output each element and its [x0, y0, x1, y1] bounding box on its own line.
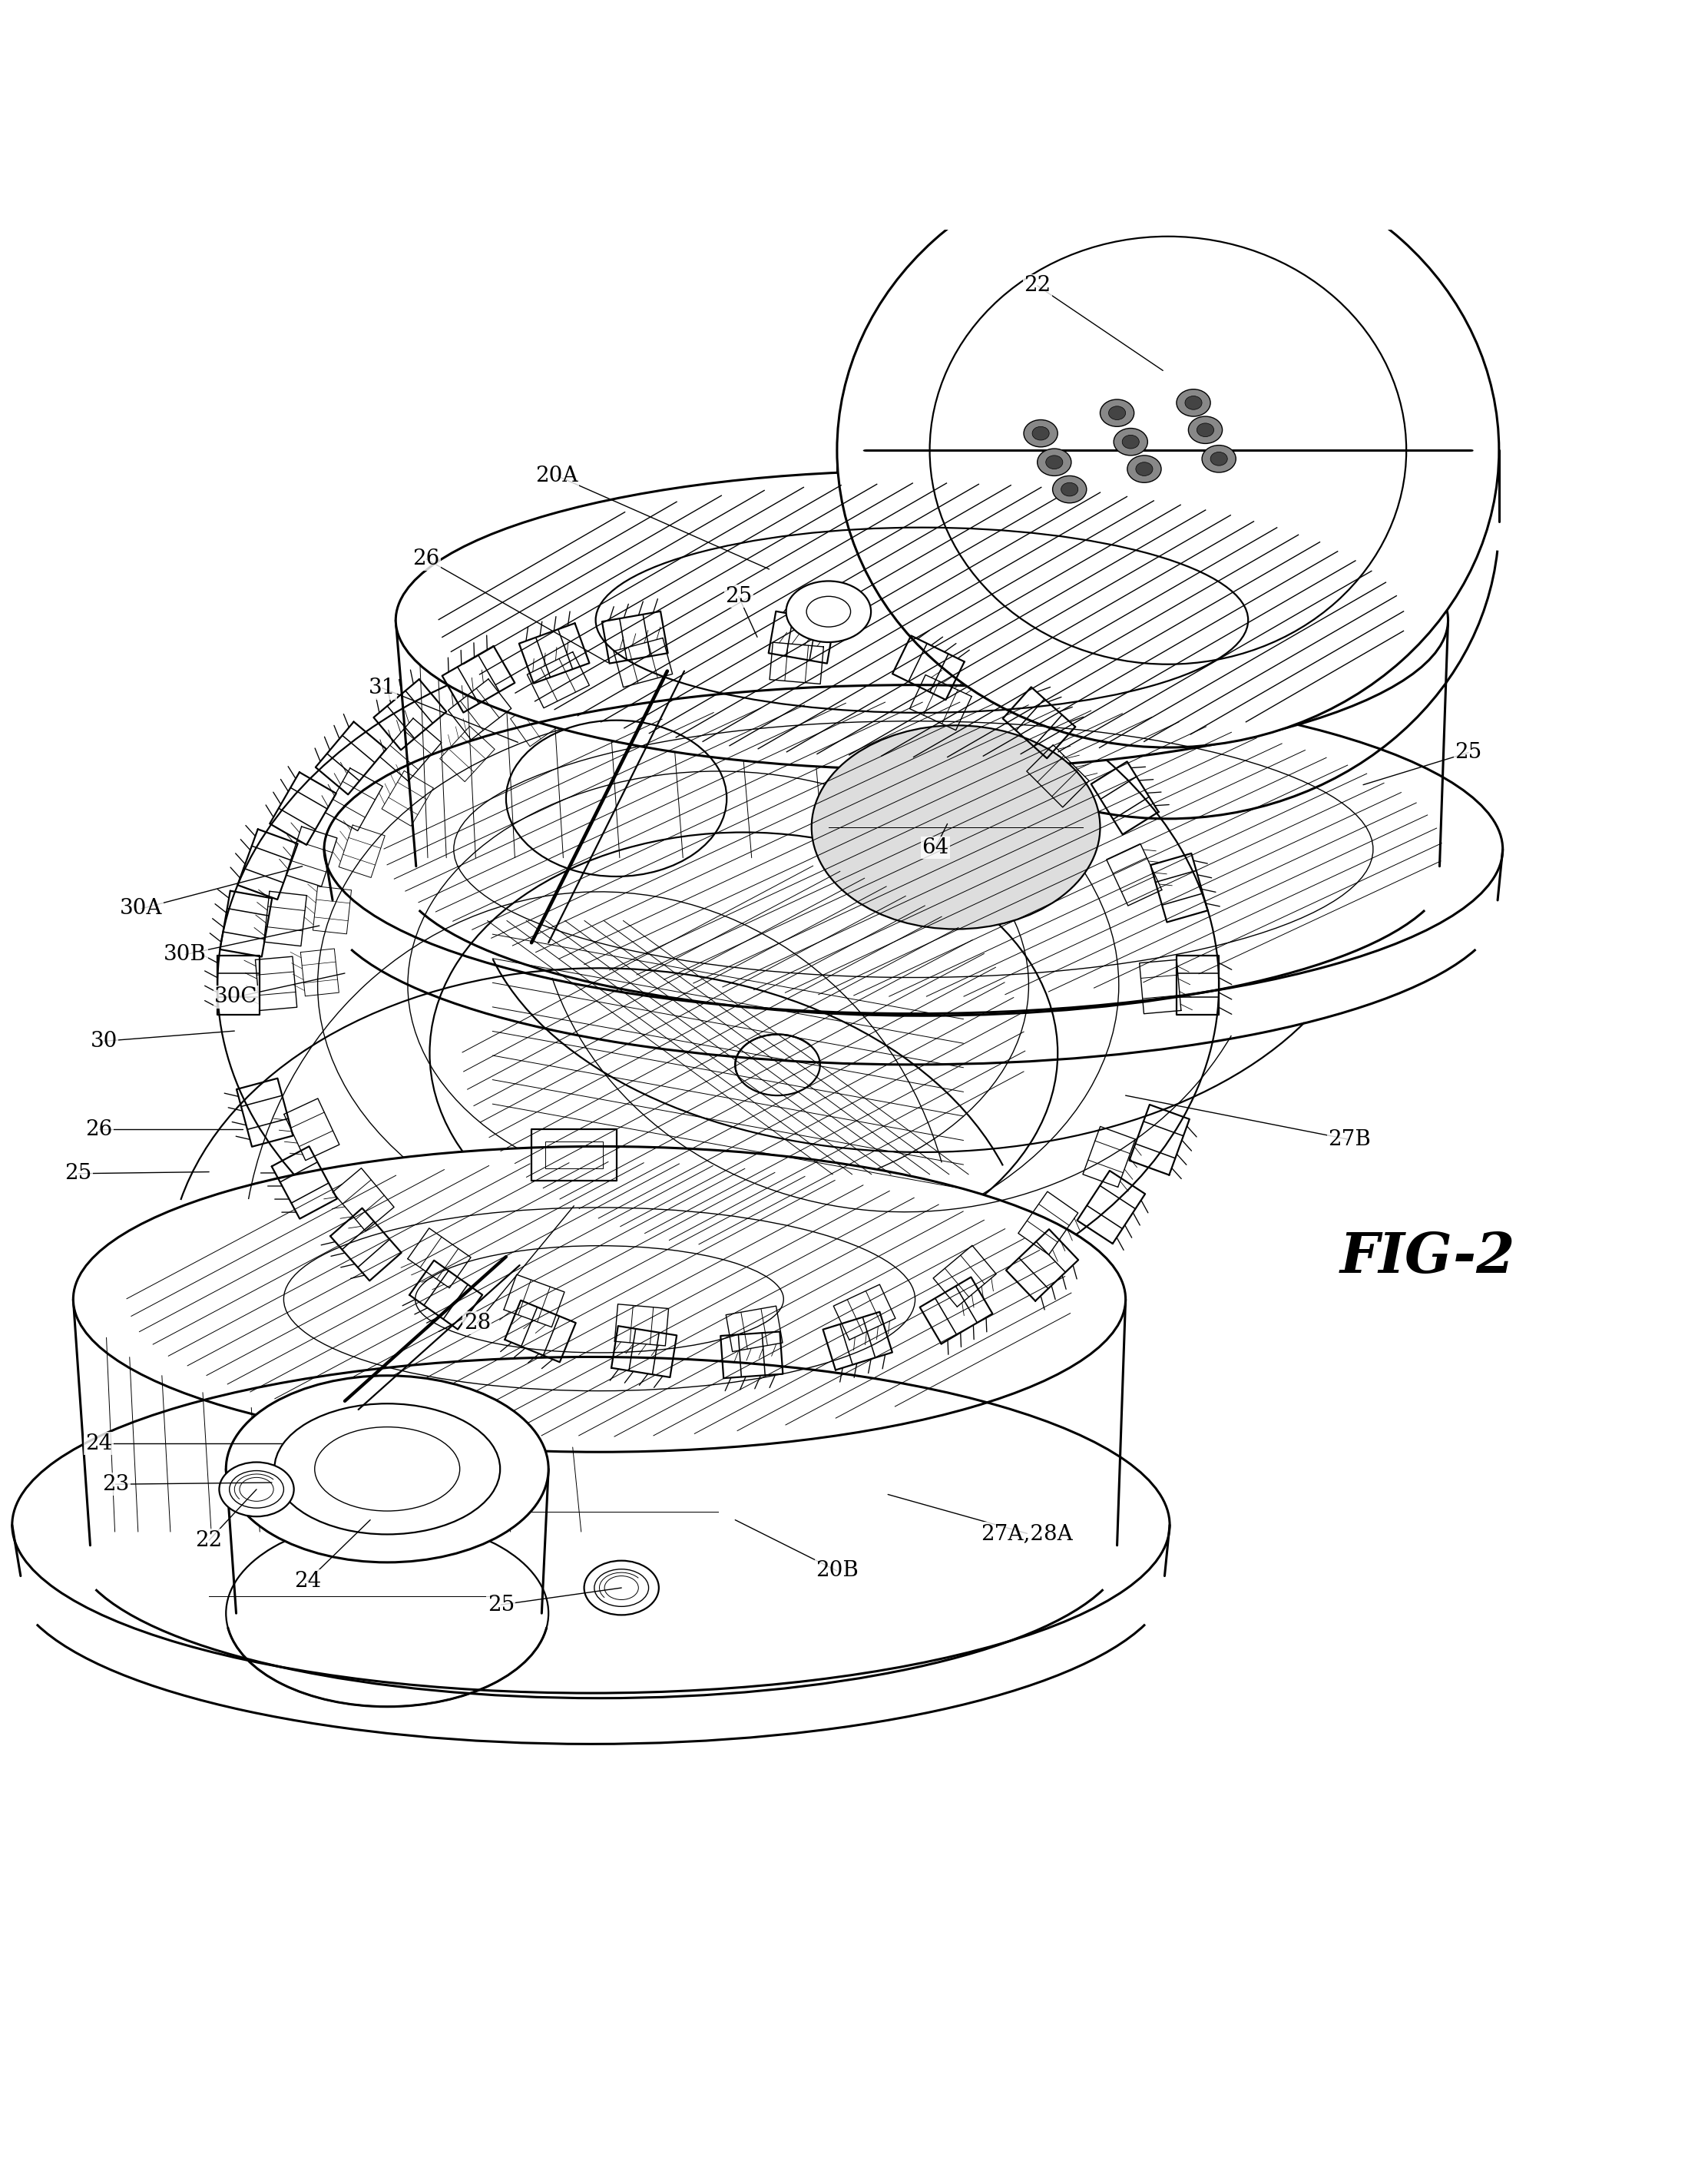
Ellipse shape [1127, 455, 1161, 483]
Text: 30B: 30B [164, 945, 207, 964]
Ellipse shape [1189, 416, 1223, 444]
Text: 26: 26 [85, 1119, 113, 1139]
Ellipse shape [1061, 483, 1078, 496]
Text: 25: 25 [724, 587, 752, 606]
Text: 26: 26 [413, 548, 439, 569]
Ellipse shape [837, 153, 1500, 748]
Text: 27A,28A: 27A,28A [980, 1523, 1073, 1544]
Text: 22: 22 [1023, 276, 1050, 296]
Ellipse shape [1177, 388, 1211, 416]
Ellipse shape [811, 725, 1100, 930]
Ellipse shape [584, 1562, 659, 1616]
Text: 30: 30 [91, 1031, 118, 1050]
Ellipse shape [225, 1376, 548, 1562]
Ellipse shape [1136, 462, 1153, 477]
Text: 27B: 27B [1329, 1130, 1372, 1150]
Text: 30A: 30A [120, 897, 162, 919]
Text: 31: 31 [369, 677, 396, 699]
Text: 25: 25 [65, 1163, 92, 1184]
Ellipse shape [1108, 406, 1126, 421]
Ellipse shape [1023, 421, 1057, 446]
Ellipse shape [1032, 427, 1049, 440]
Ellipse shape [1114, 429, 1148, 455]
Ellipse shape [1037, 449, 1071, 477]
Text: 20B: 20B [816, 1560, 859, 1581]
Ellipse shape [1122, 436, 1139, 449]
Ellipse shape [1197, 423, 1214, 436]
Ellipse shape [1045, 455, 1062, 468]
Text: 64: 64 [922, 837, 950, 858]
Text: 20A: 20A [536, 466, 579, 485]
Text: 24: 24 [294, 1570, 321, 1592]
Ellipse shape [1185, 397, 1202, 410]
Text: 30C: 30C [215, 986, 258, 1007]
Ellipse shape [1100, 399, 1134, 427]
Ellipse shape [1052, 477, 1086, 503]
Text: 25: 25 [487, 1594, 514, 1616]
Ellipse shape [786, 580, 871, 643]
Ellipse shape [73, 1145, 1126, 1452]
Ellipse shape [1202, 444, 1237, 472]
Text: 25: 25 [1455, 742, 1483, 764]
Text: 22: 22 [195, 1529, 222, 1551]
Ellipse shape [1211, 453, 1228, 466]
Ellipse shape [396, 470, 1448, 770]
Text: 24: 24 [85, 1432, 113, 1454]
Text: 28: 28 [463, 1314, 490, 1333]
Text: FIG-2: FIG-2 [1341, 1229, 1515, 1283]
Text: 23: 23 [102, 1473, 130, 1495]
Ellipse shape [219, 1462, 294, 1516]
